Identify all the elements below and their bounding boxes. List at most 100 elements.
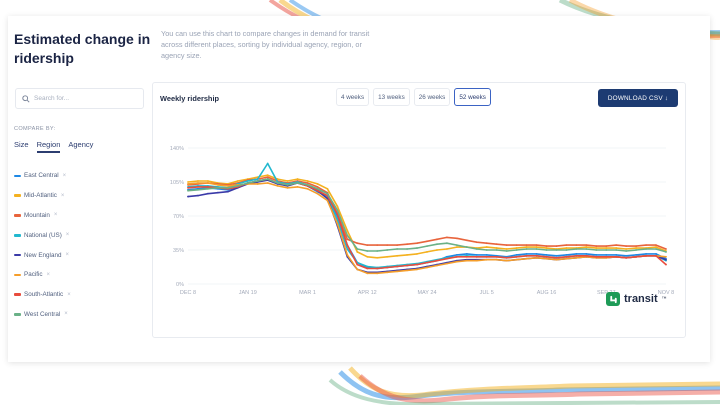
data-point[interactable] bbox=[545, 245, 548, 248]
data-point[interactable] bbox=[525, 252, 528, 255]
data-point[interactable] bbox=[565, 247, 568, 249]
data-point[interactable] bbox=[545, 255, 548, 258]
data-point[interactable] bbox=[187, 189, 189, 192]
data-point[interactable] bbox=[386, 255, 389, 258]
data-point[interactable] bbox=[555, 258, 558, 261]
data-point[interactable] bbox=[485, 255, 488, 258]
data-point[interactable] bbox=[406, 269, 408, 272]
data-point[interactable] bbox=[595, 255, 598, 258]
data-point[interactable] bbox=[336, 205, 339, 208]
data-point[interactable] bbox=[555, 245, 558, 248]
data-point[interactable] bbox=[346, 238, 349, 241]
data-point[interactable] bbox=[366, 272, 369, 275]
data-point[interactable] bbox=[645, 248, 647, 250]
data-point[interactable] bbox=[475, 259, 478, 262]
data-point[interactable] bbox=[226, 186, 229, 189]
data-point[interactable] bbox=[306, 180, 309, 182]
data-point[interactable] bbox=[455, 260, 458, 263]
data-point[interactable] bbox=[485, 242, 488, 245]
search-input[interactable] bbox=[34, 95, 134, 102]
legend-item[interactable]: Mountain × bbox=[14, 206, 71, 226]
data-point[interactable] bbox=[625, 245, 628, 248]
range-13-weeks[interactable]: 13 weeks bbox=[373, 88, 410, 106]
remove-series-icon[interactable]: × bbox=[60, 192, 65, 199]
data-point[interactable] bbox=[416, 263, 418, 266]
data-point[interactable] bbox=[455, 255, 458, 258]
data-point[interactable] bbox=[455, 244, 458, 247]
data-point[interactable] bbox=[515, 249, 518, 251]
remove-series-icon[interactable]: × bbox=[65, 232, 70, 239]
data-point[interactable] bbox=[545, 257, 548, 260]
data-point[interactable] bbox=[615, 255, 618, 258]
data-point[interactable] bbox=[296, 178, 299, 180]
data-point[interactable] bbox=[615, 249, 618, 251]
data-point[interactable] bbox=[585, 246, 588, 248]
data-point[interactable] bbox=[426, 245, 428, 248]
data-point[interactable] bbox=[346, 244, 349, 247]
data-point[interactable] bbox=[356, 248, 359, 250]
data-point[interactable] bbox=[207, 182, 209, 184]
data-point[interactable] bbox=[346, 229, 349, 232]
data-point[interactable] bbox=[376, 272, 379, 275]
data-point[interactable] bbox=[585, 248, 588, 250]
remove-series-icon[interactable]: × bbox=[65, 252, 69, 259]
data-point[interactable] bbox=[366, 255, 369, 258]
data-point[interactable] bbox=[187, 195, 189, 198]
data-point[interactable] bbox=[236, 180, 239, 182]
data-point[interactable] bbox=[187, 183, 189, 185]
data-point[interactable] bbox=[396, 244, 399, 247]
data-point[interactable] bbox=[565, 257, 568, 260]
data-point[interactable] bbox=[226, 184, 229, 187]
range-52-weeks[interactable]: 52 weeks bbox=[454, 88, 491, 106]
data-point[interactable] bbox=[396, 248, 399, 250]
data-point[interactable] bbox=[585, 254, 588, 257]
data-point[interactable] bbox=[346, 234, 349, 237]
data-point[interactable] bbox=[575, 254, 578, 257]
data-point[interactable] bbox=[426, 251, 428, 253]
data-point[interactable] bbox=[665, 248, 667, 250]
data-point[interactable] bbox=[525, 257, 528, 260]
data-point[interactable] bbox=[216, 191, 219, 194]
legend-item[interactable]: National (US) × bbox=[14, 225, 71, 245]
data-point[interactable] bbox=[396, 254, 399, 257]
data-point[interactable] bbox=[475, 255, 478, 258]
data-point[interactable] bbox=[376, 250, 379, 252]
data-point[interactable] bbox=[615, 253, 618, 256]
remove-series-icon[interactable]: × bbox=[53, 212, 58, 219]
data-point[interactable] bbox=[465, 259, 468, 262]
remove-series-icon[interactable]: × bbox=[62, 172, 67, 179]
data-point[interactable] bbox=[436, 249, 438, 251]
data-point[interactable] bbox=[595, 253, 598, 256]
legend-item[interactable]: South-Atlantic × bbox=[14, 285, 71, 305]
data-point[interactable] bbox=[396, 265, 399, 268]
data-point[interactable] bbox=[535, 252, 538, 255]
data-point[interactable] bbox=[316, 183, 319, 185]
data-point[interactable] bbox=[615, 247, 618, 249]
data-point[interactable] bbox=[326, 192, 329, 195]
data-point[interactable] bbox=[595, 247, 598, 249]
data-point[interactable] bbox=[396, 270, 399, 273]
data-point[interactable] bbox=[625, 254, 628, 257]
data-point[interactable] bbox=[336, 222, 339, 225]
data-point[interactable] bbox=[446, 236, 448, 239]
data-point[interactable] bbox=[665, 251, 667, 253]
data-point[interactable] bbox=[535, 244, 538, 247]
data-point[interactable] bbox=[376, 267, 379, 270]
data-point[interactable] bbox=[635, 245, 638, 248]
data-point[interactable] bbox=[605, 253, 608, 256]
data-point[interactable] bbox=[575, 252, 578, 255]
data-point[interactable] bbox=[306, 184, 309, 186]
data-point[interactable] bbox=[485, 246, 488, 248]
data-point[interactable] bbox=[216, 186, 219, 189]
data-point[interactable] bbox=[436, 259, 438, 262]
data-point[interactable] bbox=[406, 243, 408, 246]
data-point[interactable] bbox=[276, 184, 279, 187]
data-point[interactable] bbox=[336, 209, 339, 212]
data-point[interactable] bbox=[605, 249, 608, 251]
data-point[interactable] bbox=[605, 255, 608, 258]
data-point[interactable] bbox=[316, 185, 319, 188]
data-point[interactable] bbox=[505, 256, 508, 259]
series-line-east-central[interactable] bbox=[187, 178, 667, 270]
data-point[interactable] bbox=[495, 247, 498, 249]
data-point[interactable] bbox=[366, 265, 369, 268]
